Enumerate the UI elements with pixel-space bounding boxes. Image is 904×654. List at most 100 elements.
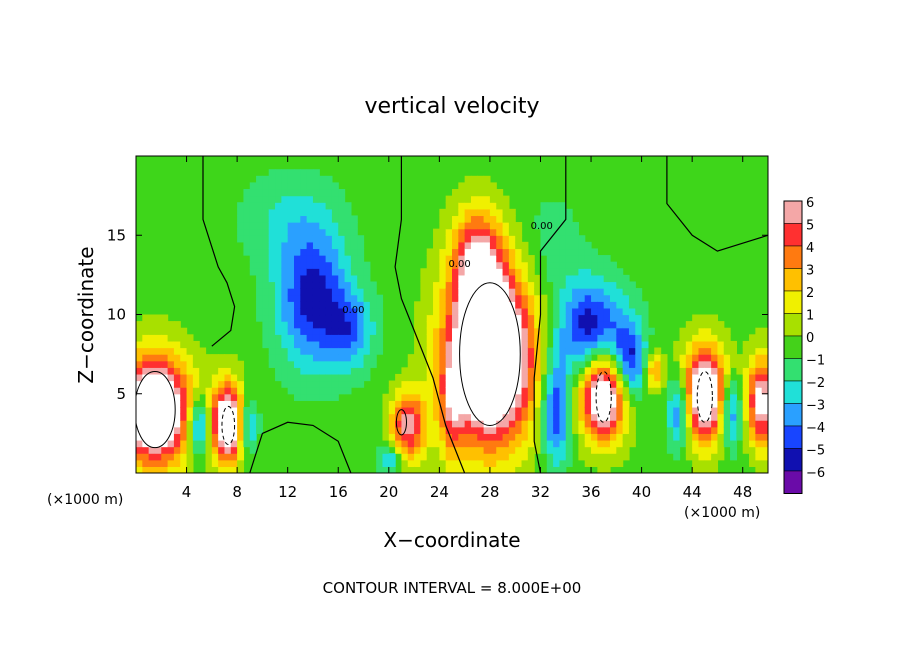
field-cell (439, 466, 447, 473)
field-cell (489, 393, 497, 401)
field-cell (527, 301, 535, 309)
field-cell (546, 400, 554, 408)
field-cell (319, 288, 327, 296)
field-cell (597, 321, 605, 329)
field-cell (154, 367, 162, 375)
field-cell (300, 268, 308, 276)
field-cell (199, 373, 207, 382)
field-cell (268, 241, 276, 250)
field-cell (407, 446, 415, 454)
field-cell (445, 387, 453, 395)
field-cell (262, 248, 270, 256)
field-cell (483, 208, 491, 217)
field-cell (692, 347, 700, 355)
field-cell (464, 340, 472, 349)
field-cell (331, 393, 339, 401)
field-cell (357, 261, 365, 269)
field-cell (616, 307, 624, 316)
field-cell (312, 340, 320, 349)
field-cell (439, 222, 447, 230)
field-cell (287, 307, 295, 316)
field-cell (502, 406, 510, 415)
field-cell (692, 380, 700, 388)
field-cell (294, 175, 301, 184)
field-cell (477, 301, 485, 309)
field-cell (433, 380, 440, 388)
field-cell (711, 466, 719, 473)
field-cell (338, 222, 346, 230)
field-cell (464, 373, 472, 382)
x-tick-label: 32 (531, 483, 550, 501)
field-cell (142, 367, 150, 375)
field-cell (647, 367, 655, 375)
field-cell (439, 439, 447, 448)
field-cell (154, 314, 162, 322)
field-cell (256, 235, 263, 243)
field-cell (136, 334, 143, 342)
field-cell (300, 169, 308, 177)
field-cell (723, 360, 731, 368)
field-cell (287, 354, 295, 362)
field-cell (483, 400, 491, 408)
field-cell (192, 360, 200, 368)
field-cell (230, 400, 238, 408)
field-cell (306, 387, 314, 395)
field-cell (483, 274, 491, 283)
field-cell (553, 400, 561, 408)
field-cell (173, 466, 181, 473)
field-cell (154, 406, 162, 415)
field-cell (294, 373, 301, 382)
field-cell (287, 367, 295, 375)
field-cell (496, 367, 504, 375)
field-cell (679, 327, 687, 335)
field-cell (742, 420, 750, 428)
field-cell (496, 274, 504, 283)
field-cell (275, 327, 282, 335)
field-cell (717, 439, 725, 448)
field-cell (711, 413, 719, 421)
field-cell (692, 387, 700, 395)
field-cell (521, 393, 529, 401)
field-cell (287, 327, 295, 335)
field-cell (268, 288, 276, 296)
field-cell (420, 446, 428, 454)
field-cell (761, 387, 768, 395)
field-cell (559, 268, 567, 276)
field-cell (470, 347, 478, 355)
field-cell (470, 420, 478, 428)
colorbar-frame (783, 200, 803, 494)
field-cell (723, 340, 731, 349)
field-cell (477, 288, 485, 296)
field-cell (325, 360, 333, 368)
x-tick-label: 4 (182, 483, 192, 501)
field-cell (237, 393, 245, 401)
field-cell (224, 459, 232, 467)
field-cell (755, 446, 763, 454)
field-cell (218, 354, 226, 362)
field-cell (458, 255, 466, 263)
field-cell (755, 340, 763, 349)
field-cell (565, 459, 573, 467)
field-cell (306, 208, 314, 217)
field-cell (515, 400, 523, 408)
field-cell (180, 439, 188, 448)
field-cell (306, 340, 314, 349)
field-cell (445, 301, 453, 309)
field-cell (584, 288, 592, 296)
field-cell (154, 400, 162, 408)
field-cell (275, 314, 282, 322)
field-cell (704, 340, 712, 349)
field-cell (142, 334, 150, 342)
field-cell (508, 340, 516, 349)
field-cell (496, 195, 504, 203)
field-cell (281, 327, 289, 335)
field-cell (445, 241, 453, 250)
field-cell (508, 215, 516, 223)
field-cell (698, 360, 706, 368)
field-cell (622, 347, 630, 355)
field-cell (565, 426, 573, 434)
field-cell (452, 459, 459, 467)
field-cell (502, 195, 510, 203)
field-cell (717, 413, 725, 421)
field-cell (761, 446, 768, 454)
